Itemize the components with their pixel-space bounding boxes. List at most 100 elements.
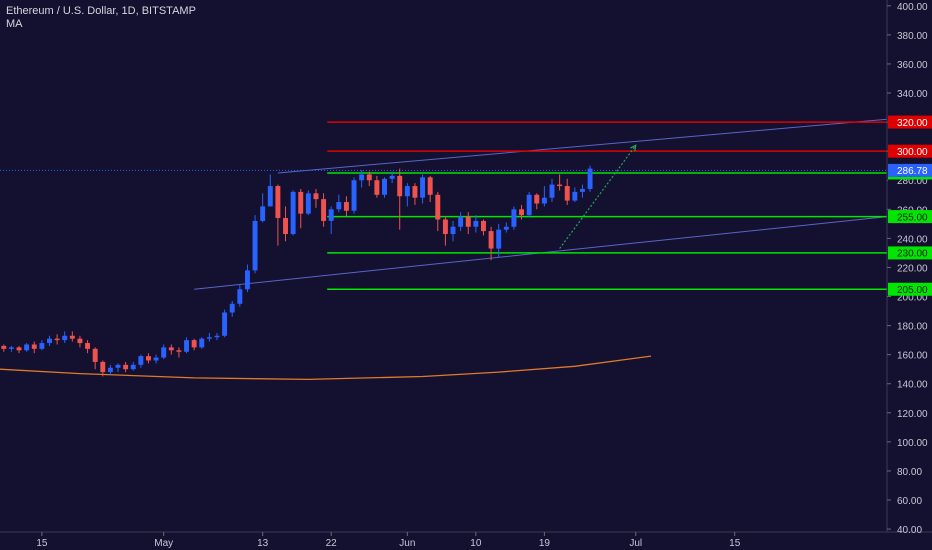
horizontal-levels-layer[interactable] <box>0 121 887 291</box>
price-tick-label: 80.00 <box>897 467 922 478</box>
candle-up <box>153 357 159 361</box>
candle-down <box>123 364 129 370</box>
candle-down <box>435 194 441 220</box>
candle-down <box>298 191 304 214</box>
projection-arrow-line[interactable] <box>559 144 637 249</box>
price-tick-label: 40.00 <box>897 525 922 536</box>
candle-up <box>328 209 334 221</box>
level-badge-230-00-bg <box>888 246 932 260</box>
candle-down <box>275 186 281 219</box>
candle-up <box>526 194 532 216</box>
candle-up <box>389 175 395 179</box>
price-tick-label: 60.00 <box>897 496 922 507</box>
time-tick-label: May <box>154 538 173 549</box>
candle-down <box>534 194 540 204</box>
candle-up <box>62 335 68 341</box>
candle-down <box>343 202 349 211</box>
price-badges: 280.00320.00300.00285.00255.00230.00205.… <box>888 115 932 296</box>
candle-up <box>222 312 228 336</box>
candle-down <box>427 177 433 195</box>
time-tick-label: 10 <box>470 538 482 549</box>
candle-up <box>579 188 585 192</box>
price-tick-label: 100.00 <box>897 438 928 449</box>
candle-up <box>229 303 235 313</box>
candle-up <box>206 337 212 339</box>
price-tick-label: 240.00 <box>897 234 928 245</box>
candle-up <box>450 226 456 235</box>
price-tick-label: 180.00 <box>897 322 928 333</box>
candle-down <box>85 343 91 349</box>
time-tick-label: 13 <box>257 538 269 549</box>
moving-average-layer <box>0 355 652 381</box>
indicator-label[interactable]: MA <box>6 18 23 30</box>
level-badge-320-00: 320.00 <box>897 118 928 129</box>
candle-up <box>115 364 121 368</box>
candle-down <box>77 338 83 344</box>
candles-layer <box>1 165 593 377</box>
candle-down <box>191 340 197 348</box>
candle-down <box>176 350 182 352</box>
price-tick-label: 220.00 <box>897 263 928 274</box>
candle-down <box>519 209 525 216</box>
candle-up <box>503 226 509 230</box>
current-price-badge: 286.78 <box>897 166 928 177</box>
symbol-title[interactable]: Ethereum / U.S. Dollar, 1D, BITSTAMP <box>6 5 196 17</box>
candle-up <box>199 338 205 348</box>
candle-down <box>557 184 563 187</box>
candle-down <box>16 347 22 351</box>
candle-up <box>473 220 479 227</box>
candle-up <box>351 180 357 211</box>
time-tick-label: Jun <box>399 538 415 549</box>
candle-up <box>496 229 502 249</box>
price-tick-label: 380.00 <box>897 31 928 42</box>
candle-down <box>465 216 471 227</box>
candle-up <box>237 289 243 304</box>
candle-up <box>511 209 517 227</box>
candle-up <box>8 347 14 349</box>
candle-down <box>54 338 60 341</box>
candle-down <box>366 174 372 181</box>
trend-line-1[interactable] <box>277 118 888 174</box>
level-badge-300-00-bg <box>888 144 932 158</box>
candle-up <box>572 191 578 201</box>
candle-down <box>488 231 494 249</box>
candle-down <box>564 186 570 201</box>
candle-down <box>145 356 151 361</box>
price-tick-label: 160.00 <box>897 351 928 362</box>
price-tick-label: 400.00 <box>897 2 928 13</box>
time-axis[interactable]: 15 May 13 22 Jun 10 19 Jul 15 <box>36 532 741 549</box>
price-tick-label: 360.00 <box>897 60 928 71</box>
candle-up <box>130 364 136 370</box>
time-tick-label: 19 <box>539 538 551 549</box>
price-tick-label: 200.00 <box>897 293 928 304</box>
time-tick-label: 15 <box>36 538 48 549</box>
price-tick-label: 120.00 <box>897 409 928 420</box>
level-badge-320-00-bg <box>888 115 932 129</box>
candle-up <box>214 335 220 338</box>
level-badge-300-00: 300.00 <box>897 147 928 158</box>
chart-legend: Ethereum / U.S. Dollar, 1D, BITSTAMP MA <box>6 5 196 31</box>
candle-up <box>260 206 266 221</box>
candle-up <box>359 174 365 181</box>
candle-up <box>138 356 144 365</box>
level-badge-230-00: 230.00 <box>897 249 928 260</box>
candle-up <box>47 338 52 344</box>
candle-down <box>442 219 448 235</box>
candle-up <box>420 177 426 198</box>
candle-up <box>39 343 45 349</box>
candle-up <box>290 191 296 235</box>
candle-down <box>168 347 174 351</box>
candle-down <box>397 175 403 197</box>
time-tick-label: 22 <box>326 538 338 549</box>
current-price-badge-bg <box>888 163 932 177</box>
time-tick-label: Jul <box>629 538 642 549</box>
projection-layer[interactable] <box>559 144 637 249</box>
candle-up <box>404 186 410 197</box>
candle-down <box>92 348 98 362</box>
candle-up <box>336 202 342 210</box>
candle-down <box>412 186 418 198</box>
candle-down <box>1 345 7 349</box>
candle-up <box>541 197 547 204</box>
